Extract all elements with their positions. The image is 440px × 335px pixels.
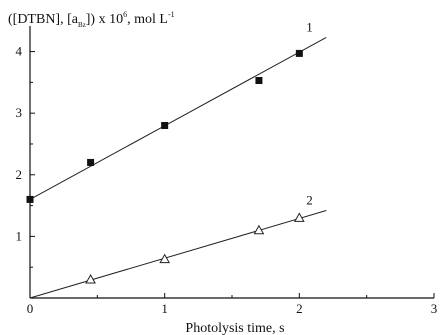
series-1-point [87,158,95,166]
series-1-fit-line [29,36,327,200]
series-2-point [293,212,305,222]
series-2-point [159,253,171,264]
fit-lines [29,36,327,299]
series-2-fit-line [29,210,327,299]
x-tick-label-2: 2 [296,301,303,316]
series-1-point [255,77,263,85]
series-2-point [253,224,265,235]
series-1-label: 1 [306,19,313,34]
x-tick-label-3: 3 [431,301,438,316]
y-tick-label-4: 4 [16,44,23,59]
x-axis-title: Photolysis time, s [185,321,284,335]
axes: 0 1 2 3 1 2 3 4 [16,26,438,316]
x-tick-label-1: 1 [161,301,168,316]
series-1-point [295,49,303,57]
y-tick-label-2: 2 [16,167,23,182]
series-labels: 12 [306,19,313,207]
series-1-point [26,195,34,203]
series-2-point [85,273,96,284]
x-tick-label-0: 0 [27,301,34,316]
data-markers [26,49,305,284]
y-tick-label-3: 3 [16,105,23,120]
y-axis-title: ([DTBN], [aBz]) x 106, mol L-1 [8,10,175,29]
series-1-point [161,121,169,129]
y-tick-label-1: 1 [16,228,23,243]
series-2-label: 2 [306,193,313,208]
